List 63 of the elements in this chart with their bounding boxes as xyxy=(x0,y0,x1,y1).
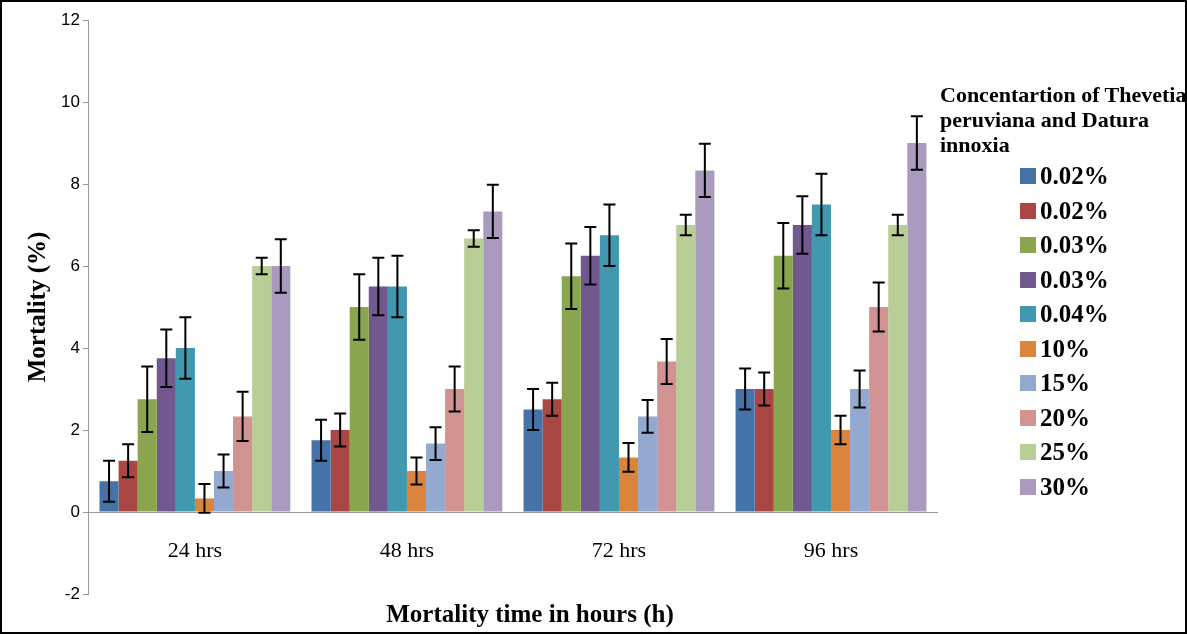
legend-label: 15% xyxy=(1040,369,1090,398)
legend-label: 10% xyxy=(1040,334,1090,363)
x-tick-label: 72 hrs xyxy=(591,536,647,562)
bar xyxy=(850,389,870,512)
bar xyxy=(773,255,793,512)
bar xyxy=(676,225,696,512)
bar xyxy=(387,286,407,512)
bar xyxy=(830,430,851,512)
bar xyxy=(792,225,812,512)
bar xyxy=(754,389,774,512)
bar xyxy=(406,471,427,512)
bar xyxy=(156,358,176,512)
bar xyxy=(618,457,639,512)
bar xyxy=(271,266,291,512)
bar xyxy=(735,389,755,512)
bar xyxy=(483,211,503,512)
y-tick-label: 8 xyxy=(70,173,80,193)
legend-label: 20% xyxy=(1040,403,1090,432)
legend-label: 0.03% xyxy=(1040,231,1109,260)
bar xyxy=(252,266,272,512)
bar xyxy=(349,307,369,512)
x-tick-label: 24 hrs xyxy=(167,536,223,562)
bar xyxy=(811,204,831,512)
legend-label: 0.02% xyxy=(1040,196,1109,225)
legend-label: 0.04% xyxy=(1040,300,1109,329)
x-tick-label: 48 hrs xyxy=(379,536,435,562)
legend-label: 30% xyxy=(1040,472,1090,501)
legend-label: 0.02% xyxy=(1040,162,1109,191)
y-tick-label: 12 xyxy=(60,9,80,29)
bar xyxy=(368,286,388,512)
bar xyxy=(599,235,619,512)
bar xyxy=(311,440,331,512)
bar xyxy=(907,143,927,512)
bar xyxy=(464,238,484,512)
bar xyxy=(445,389,465,512)
bar xyxy=(214,471,234,512)
bar xyxy=(233,416,253,512)
legend-title: Concentartion of Thevetia peruviana and Datura innoxia xyxy=(940,82,1187,157)
y-tick-label: 4 xyxy=(70,337,80,357)
bar xyxy=(561,276,581,512)
bar xyxy=(523,409,543,512)
bar xyxy=(695,170,715,512)
legend-label: 0.03% xyxy=(1040,265,1109,294)
bar xyxy=(542,399,562,512)
bar xyxy=(657,361,677,512)
bar xyxy=(638,416,658,512)
legend-label: 25% xyxy=(1040,438,1090,467)
x-tick-label: 96 hrs xyxy=(803,536,859,562)
bar xyxy=(888,225,908,512)
y-tick-label: 2 xyxy=(70,419,80,439)
x-axis-title: Mortality time in hours (h) xyxy=(385,600,675,628)
y-axis-title: Mortality (%) xyxy=(23,231,52,383)
bar xyxy=(426,443,446,512)
y-tick-label: -2 xyxy=(64,583,80,603)
bar xyxy=(137,399,157,512)
y-tick-label: 0 xyxy=(70,501,80,521)
bar xyxy=(580,255,600,512)
y-tick-label: 6 xyxy=(70,255,80,275)
bar xyxy=(330,430,350,512)
bar xyxy=(175,348,195,512)
y-tick-label: 10 xyxy=(60,91,80,111)
bar xyxy=(869,307,889,512)
bar xyxy=(118,460,138,512)
